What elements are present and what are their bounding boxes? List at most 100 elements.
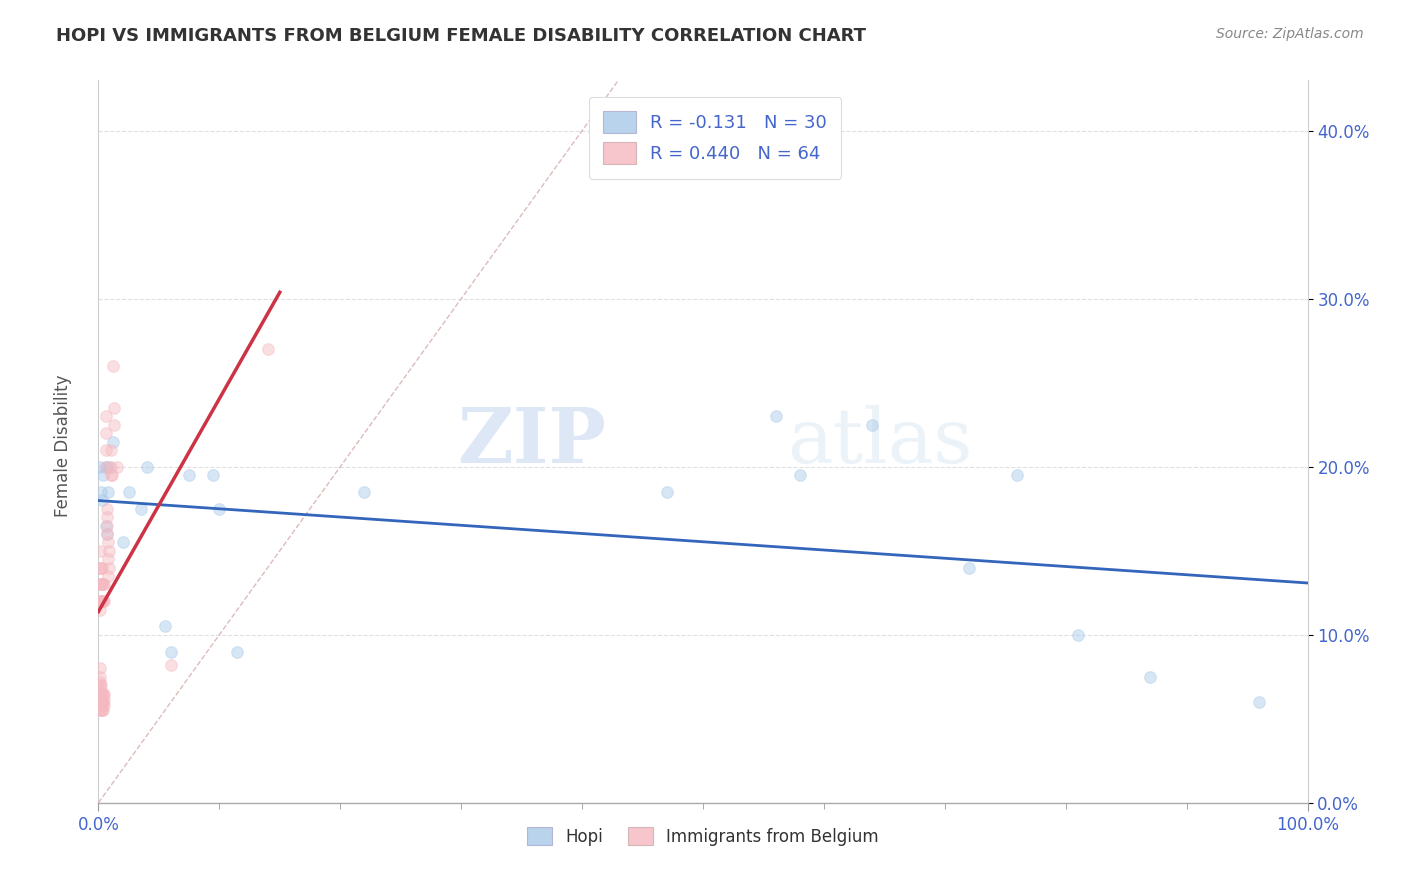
Point bbox=[1139, 670, 1161, 684]
Point bbox=[208, 501, 231, 516]
Point bbox=[93, 594, 115, 608]
Point bbox=[94, 459, 117, 474]
Point bbox=[91, 698, 114, 713]
Point bbox=[135, 459, 157, 474]
Point bbox=[94, 409, 117, 424]
Point bbox=[101, 359, 124, 373]
Point bbox=[129, 501, 152, 516]
Point bbox=[160, 658, 183, 673]
Point bbox=[89, 703, 111, 717]
Point bbox=[1067, 628, 1090, 642]
Text: HOPI VS IMMIGRANTS FROM BELGIUM FEMALE DISABILITY CORRELATION CHART: HOPI VS IMMIGRANTS FROM BELGIUM FEMALE D… bbox=[56, 27, 866, 45]
Point bbox=[353, 485, 375, 500]
Point bbox=[765, 409, 787, 424]
Point bbox=[91, 703, 114, 717]
Point bbox=[160, 644, 183, 658]
Point bbox=[89, 594, 111, 608]
Point bbox=[105, 459, 128, 474]
Point bbox=[226, 644, 249, 658]
Point bbox=[89, 661, 111, 675]
Legend: Hopi, Immigrants from Belgium: Hopi, Immigrants from Belgium bbox=[520, 821, 886, 852]
Point bbox=[89, 681, 111, 696]
Point bbox=[179, 468, 201, 483]
Point bbox=[89, 577, 111, 591]
Point bbox=[94, 459, 117, 474]
Text: Source: ZipAtlas.com: Source: ZipAtlas.com bbox=[1216, 27, 1364, 41]
Point bbox=[103, 417, 125, 432]
Point bbox=[153, 619, 176, 633]
Point bbox=[111, 535, 134, 549]
Point bbox=[89, 543, 111, 558]
Point bbox=[97, 535, 120, 549]
Point bbox=[100, 442, 122, 457]
Point bbox=[91, 468, 114, 483]
Point bbox=[97, 485, 120, 500]
Point bbox=[90, 560, 112, 574]
Point bbox=[103, 401, 125, 415]
Point bbox=[90, 577, 112, 591]
Text: ZIP: ZIP bbox=[457, 405, 606, 478]
Point bbox=[90, 678, 112, 692]
Point bbox=[89, 560, 111, 574]
Point bbox=[96, 527, 118, 541]
Point bbox=[118, 485, 141, 500]
Point bbox=[89, 695, 111, 709]
Point bbox=[94, 518, 117, 533]
Point bbox=[98, 560, 121, 574]
Point bbox=[91, 594, 114, 608]
Point bbox=[91, 577, 114, 591]
Point bbox=[655, 485, 678, 500]
Point bbox=[89, 602, 111, 616]
Point bbox=[91, 577, 114, 591]
Point bbox=[89, 678, 111, 692]
Point bbox=[91, 695, 114, 709]
Text: Female Disability: Female Disability bbox=[55, 375, 72, 517]
Point bbox=[94, 426, 117, 441]
Point bbox=[89, 670, 111, 684]
Point bbox=[89, 674, 111, 689]
Point bbox=[93, 698, 115, 713]
Point bbox=[90, 687, 112, 701]
Point bbox=[957, 560, 980, 574]
Point bbox=[91, 695, 114, 709]
Point bbox=[96, 501, 118, 516]
Point bbox=[89, 698, 111, 713]
Point bbox=[860, 417, 883, 432]
Point bbox=[100, 468, 122, 483]
Point bbox=[91, 691, 114, 706]
Point bbox=[256, 342, 278, 356]
Point bbox=[89, 687, 111, 701]
Point bbox=[100, 459, 122, 474]
Point bbox=[89, 691, 111, 706]
Point bbox=[91, 560, 114, 574]
Point bbox=[97, 552, 120, 566]
Point bbox=[101, 434, 124, 449]
Point bbox=[98, 543, 121, 558]
Point bbox=[91, 687, 114, 701]
Point bbox=[96, 518, 118, 533]
Point bbox=[90, 698, 112, 713]
Point bbox=[789, 468, 811, 483]
Point bbox=[93, 691, 115, 706]
Point bbox=[91, 594, 114, 608]
Point bbox=[1007, 468, 1029, 483]
Text: atlas: atlas bbox=[787, 405, 973, 478]
Point bbox=[89, 459, 111, 474]
Point bbox=[93, 577, 115, 591]
Point bbox=[91, 687, 114, 701]
Point bbox=[100, 468, 122, 483]
Point bbox=[90, 594, 112, 608]
Point bbox=[94, 442, 117, 457]
Point bbox=[90, 695, 112, 709]
Point bbox=[96, 527, 118, 541]
Point bbox=[93, 687, 115, 701]
Point bbox=[202, 468, 225, 483]
Point bbox=[98, 459, 121, 474]
Point bbox=[96, 510, 118, 524]
Point bbox=[1249, 695, 1271, 709]
Point bbox=[97, 569, 120, 583]
Point bbox=[90, 485, 112, 500]
Point bbox=[91, 493, 114, 508]
Point bbox=[90, 703, 112, 717]
Point bbox=[91, 703, 114, 717]
